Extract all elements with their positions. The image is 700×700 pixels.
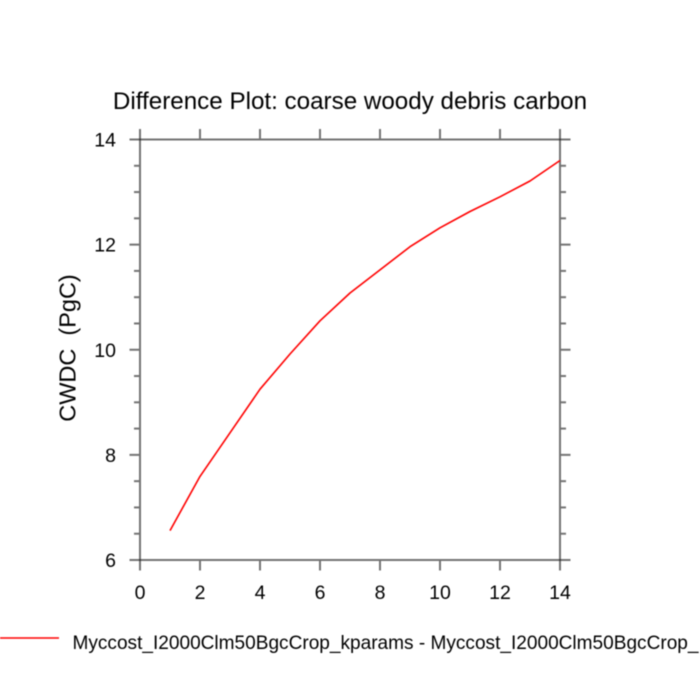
svg-text:4: 4 <box>255 582 266 604</box>
svg-text:14: 14 <box>549 582 571 604</box>
svg-text:CWDC (PgC): CWDC (PgC) <box>55 274 81 422</box>
svg-text:12: 12 <box>489 582 511 604</box>
svg-text:6: 6 <box>105 550 116 572</box>
svg-text:14: 14 <box>94 130 116 152</box>
svg-text:2: 2 <box>195 582 206 604</box>
svg-text:0: 0 <box>135 582 146 604</box>
svg-text:Difference Plot: coarse woody: Difference Plot: coarse woody debris car… <box>113 88 587 115</box>
svg-text:12: 12 <box>94 235 116 257</box>
svg-text:10: 10 <box>94 340 116 362</box>
svg-text:8: 8 <box>105 445 116 467</box>
svg-text:8: 8 <box>375 582 386 604</box>
svg-text:6: 6 <box>315 582 326 604</box>
svg-text:10: 10 <box>429 582 451 604</box>
svg-text:Myccost_I2000Clm50BgcCrop_kpar: Myccost_I2000Clm50BgcCrop_kparams - Mycc… <box>73 632 700 654</box>
